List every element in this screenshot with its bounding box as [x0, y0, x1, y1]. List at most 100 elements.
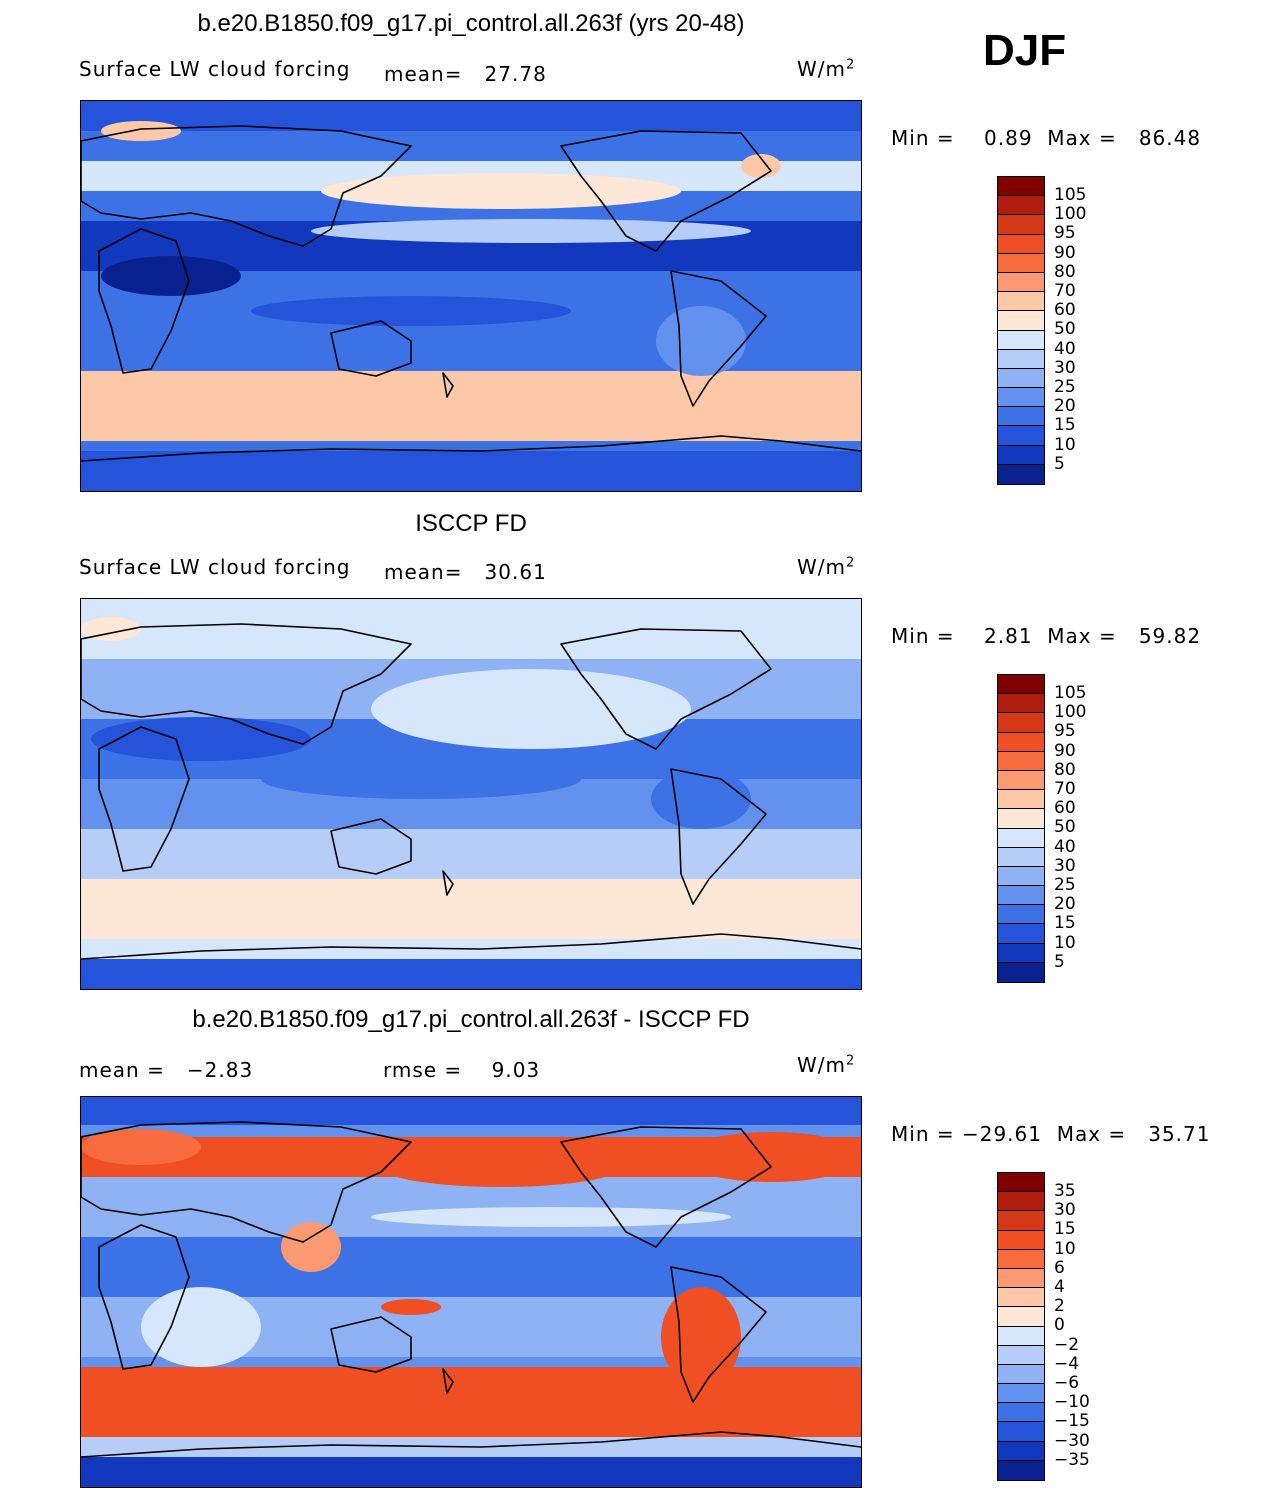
colorbar-swatch — [998, 1422, 1044, 1442]
contour-band — [81, 959, 861, 989]
colorbar-swatch — [998, 790, 1044, 810]
colorbar-tick-label: 90 — [1054, 242, 1076, 263]
colorbar-tick-label: 35 — [1054, 1181, 1076, 1201]
colorbar-swatch — [998, 311, 1044, 331]
colorbar-tick-label: 4 — [1054, 1277, 1065, 1297]
colorbar-tick-label: −2 — [1054, 1334, 1080, 1355]
coastline — [81, 623, 412, 745]
colorbar-swatch — [998, 1403, 1044, 1423]
colorbar-swatch — [998, 675, 1044, 695]
colorbar-swatch — [998, 1249, 1044, 1269]
coastline — [81, 1121, 412, 1243]
coastline — [81, 125, 412, 247]
contour-region — [101, 256, 241, 296]
colorbar-tick-label: 6 — [1054, 1257, 1065, 1278]
colorbar-swatch — [998, 292, 1044, 312]
colorbar-tick-label: 70 — [1054, 281, 1076, 301]
colorbar-tick-label: 80 — [1054, 759, 1076, 780]
colorbar-tick-label: 15 — [1054, 415, 1076, 436]
colorbar-tick-label: 100 — [1054, 204, 1087, 225]
coastline — [670, 768, 767, 905]
colorbar-swatch — [998, 253, 1044, 273]
contour-region — [656, 306, 746, 376]
colorbar-swatch — [998, 828, 1044, 848]
contour-region — [281, 1222, 341, 1272]
coastline — [442, 1368, 454, 1394]
contour-region — [81, 1129, 201, 1165]
contour-region — [91, 717, 311, 761]
colorbar-swatch — [998, 732, 1044, 752]
colorbar-swatch — [998, 1345, 1044, 1365]
contour-band — [81, 101, 861, 131]
panel3-units: W/m2 — [797, 1053, 856, 1077]
colorbar-tick-label: 10 — [1054, 434, 1076, 455]
colorbar-tick-label: 60 — [1054, 300, 1076, 321]
colorbar-tick-label: 80 — [1054, 261, 1076, 282]
panel1-variable: Surface LW cloud forcing — [79, 57, 351, 81]
contour-band — [81, 829, 861, 879]
colorbar-tick-label: 105 — [1054, 185, 1087, 205]
contour-region — [371, 669, 691, 749]
colorbar-swatch — [998, 445, 1044, 465]
contour-region — [651, 769, 751, 829]
coastline — [442, 870, 454, 896]
colorbar-swatch — [998, 847, 1044, 867]
colorbar-swatch — [998, 770, 1044, 791]
colorbar-swatch — [998, 1173, 1044, 1193]
colorbar-tick-label: 100 — [1054, 702, 1087, 723]
contour-region — [311, 219, 751, 243]
panel1-map — [80, 100, 862, 492]
colorbar-swatch — [998, 924, 1044, 944]
panel2-colorbar — [997, 674, 1045, 983]
colorbar-swatch — [998, 1364, 1044, 1385]
panel3-title: b.e20.B1850.f09_g17.pi_control.all.263f … — [192, 1006, 750, 1033]
contour-band — [81, 1457, 861, 1487]
contour-region — [81, 617, 141, 641]
colorbar-swatch — [998, 1192, 1044, 1212]
colorbar-swatch — [998, 886, 1044, 906]
contour-region — [371, 1207, 731, 1227]
colorbar-swatch — [998, 943, 1044, 963]
contour-band — [81, 371, 861, 441]
colorbar-tick-label: 30 — [1054, 855, 1076, 876]
panel1-mean: mean= 27.78 — [384, 62, 547, 86]
colorbar-swatch — [998, 905, 1044, 925]
contour-band — [81, 879, 861, 939]
colorbar-swatch — [998, 866, 1044, 887]
panel3-mean: mean = −2.83 — [79, 1058, 254, 1082]
contour-region — [321, 173, 681, 209]
colorbar-tick-label: 60 — [1054, 798, 1076, 819]
colorbar-tick-label: 2 — [1054, 1296, 1065, 1317]
contour-region — [741, 154, 781, 178]
colorbar-tick-label: −15 — [1054, 1411, 1090, 1432]
colorbar-tick-label: 20 — [1054, 894, 1076, 915]
colorbar-swatch — [998, 1441, 1044, 1461]
coastline — [98, 1224, 190, 1370]
colorbar-swatch — [998, 330, 1044, 350]
colorbar-tick-label: 105 — [1054, 683, 1087, 703]
colorbar-swatch — [998, 713, 1044, 733]
panel2-mean: mean= 30.61 — [384, 560, 547, 584]
colorbar-tick-label: −6 — [1054, 1373, 1080, 1393]
contour-region — [381, 1299, 441, 1315]
coastline — [330, 818, 412, 875]
colorbar-tick-label: 15 — [1054, 913, 1076, 934]
colorbar-swatch — [998, 694, 1044, 714]
colorbar-tick-label: 15 — [1054, 1219, 1076, 1240]
colorbar-swatch — [998, 426, 1044, 446]
contour-band — [81, 1177, 861, 1237]
contour-region — [251, 296, 571, 326]
colorbar-tick-label: 95 — [1054, 721, 1076, 742]
contour-region — [381, 1147, 621, 1187]
contour-region — [141, 1287, 261, 1367]
contour-region — [101, 121, 181, 141]
colorbar-swatch — [998, 177, 1044, 197]
panel2-minmax: Min = 2.81 Max = 59.82 — [891, 624, 1202, 648]
coastline — [81, 933, 861, 960]
colorbar-tick-label: −4 — [1054, 1353, 1080, 1374]
coastline — [81, 435, 861, 462]
coastline — [560, 628, 772, 750]
colorbar-swatch — [998, 1460, 1044, 1480]
season-label: DJF — [983, 26, 1067, 75]
colorbar-swatch — [998, 751, 1044, 771]
